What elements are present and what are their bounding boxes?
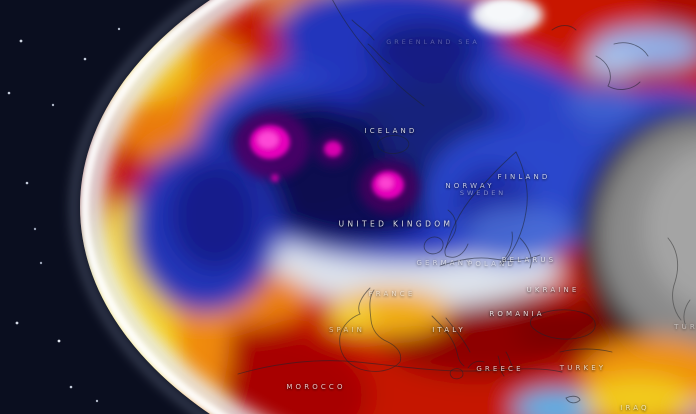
globe	[80, 0, 696, 414]
atmosphere-outer-glow	[69, 0, 209, 414]
anomaly-field	[80, 0, 696, 414]
atmosphere-rim	[80, 0, 696, 414]
stars	[0, 0, 2, 2]
night-coastlines	[667, 237, 691, 327]
night-shade	[578, 109, 696, 365]
extreme-anomaly-cores	[250, 2, 524, 199]
coastlines	[237, 0, 649, 404]
